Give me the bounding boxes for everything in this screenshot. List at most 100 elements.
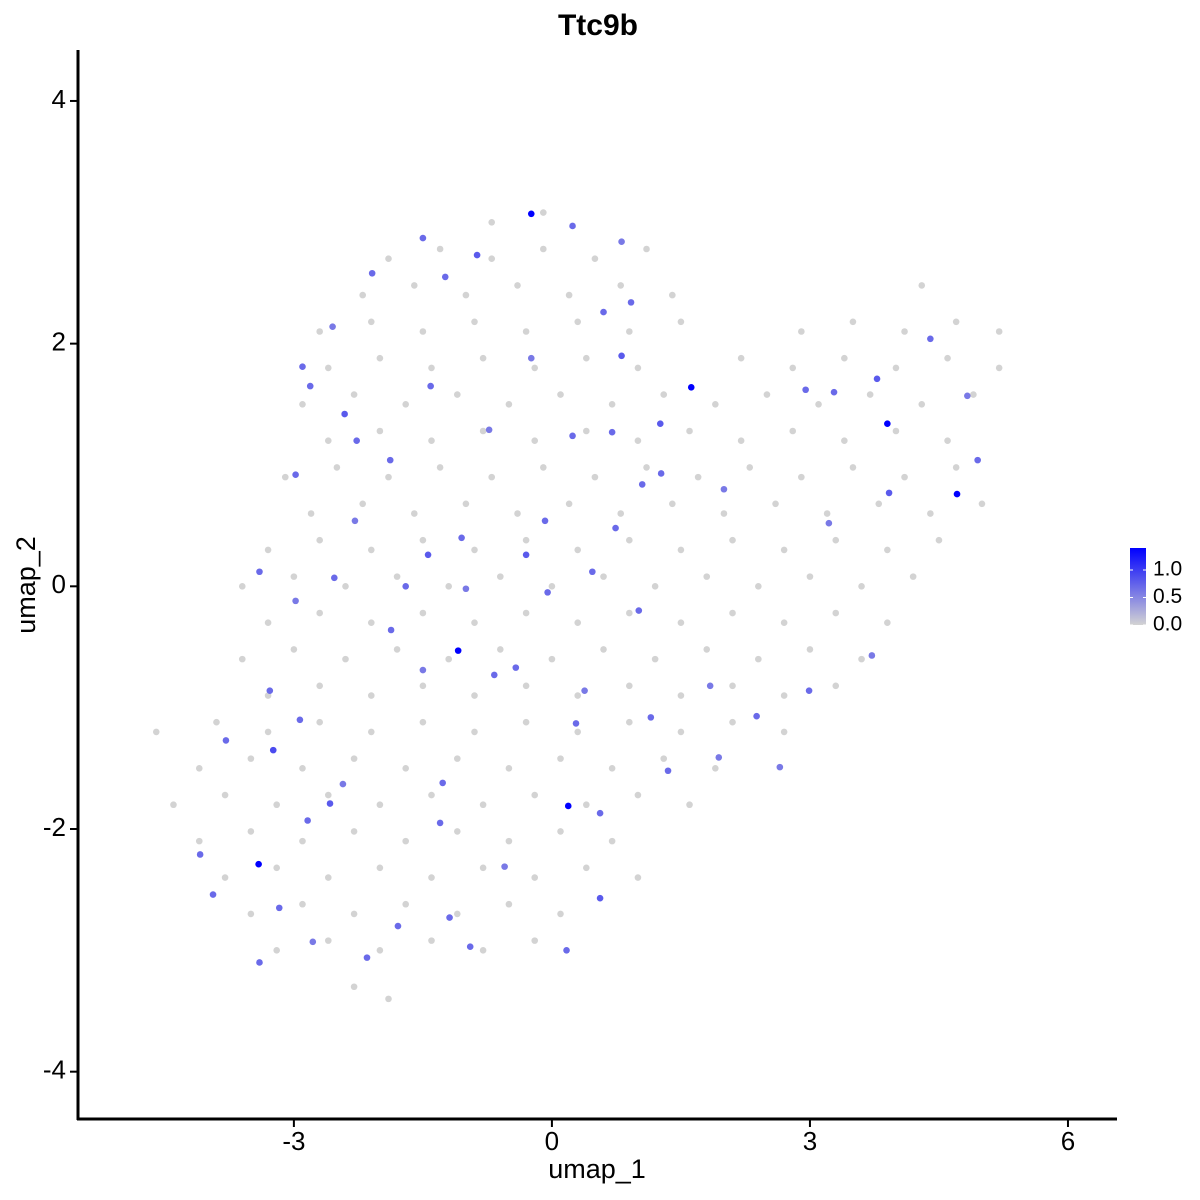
cell-point [952, 464, 960, 471]
cell-point [618, 352, 625, 360]
cell-point [195, 837, 203, 845]
cell-point [687, 384, 695, 391]
cell-point [531, 791, 539, 799]
cell-point [626, 536, 633, 544]
cell-point [394, 922, 402, 930]
cell-point [458, 534, 465, 542]
cell-point [385, 255, 392, 263]
cell-point [471, 318, 478, 326]
cell-point [885, 489, 893, 497]
cell-point [737, 354, 745, 362]
cell-point [488, 219, 496, 226]
cell-point [780, 546, 788, 554]
cell-point [608, 837, 616, 845]
cell-point [600, 573, 607, 580]
cell-point [275, 904, 283, 912]
cell-point [306, 382, 314, 390]
cell-point [247, 755, 255, 762]
cell-point [264, 728, 272, 736]
cell-point [290, 646, 298, 653]
cell-point [944, 437, 951, 445]
cell-point [454, 647, 462, 654]
cell-point [351, 517, 359, 525]
cell-point [316, 718, 323, 726]
cell-point [490, 671, 498, 679]
cell-point [884, 420, 891, 428]
cell-point [221, 791, 229, 799]
cell-point [350, 983, 358, 991]
cell-point [376, 864, 384, 872]
cell-point [264, 619, 272, 627]
cell-point [471, 619, 478, 627]
cell-point [712, 765, 719, 772]
cell-point [256, 568, 263, 576]
cell-point [410, 510, 418, 517]
cell-point [350, 755, 358, 762]
cell-point [402, 401, 409, 408]
cell-point [531, 437, 539, 445]
cell-point [255, 860, 262, 868]
points-layer [152, 209, 1003, 1003]
cell-point [755, 583, 762, 590]
cell-point [866, 391, 874, 398]
cell-point [832, 536, 840, 544]
cell-point [307, 510, 315, 517]
cell-point [729, 718, 736, 726]
cell-point [557, 391, 564, 398]
cell-point [221, 874, 229, 881]
cell-point [247, 828, 255, 835]
cell-point [479, 864, 487, 872]
cell-point [419, 328, 427, 335]
cell-point [342, 655, 349, 663]
cell-point [376, 947, 384, 954]
cell-point [367, 692, 375, 699]
cell-point [428, 937, 435, 944]
cell-point [858, 583, 865, 590]
cell-point [505, 401, 513, 408]
cell-point [677, 728, 685, 736]
cell-point [439, 779, 446, 787]
cell-point [290, 573, 298, 580]
cell-point [350, 910, 358, 918]
cell-point [660, 755, 668, 762]
cell-point [273, 801, 280, 809]
cell-point [316, 682, 323, 690]
cell-point [522, 718, 530, 726]
cell-point [677, 619, 685, 627]
cell-point [471, 728, 478, 736]
cell-point [574, 619, 582, 627]
cell-point [995, 364, 1003, 372]
y-axis-label: umap_2 [11, 536, 41, 634]
cell-point [309, 938, 317, 946]
x-tick-label: 6 [1061, 1126, 1075, 1156]
y-tick-label: 0 [52, 569, 66, 599]
cell-point [952, 318, 960, 326]
cell-point [572, 720, 580, 727]
y-tick-label: -4 [43, 1055, 66, 1085]
cell-point [299, 900, 306, 908]
cell-point [574, 728, 582, 736]
cell-point [656, 420, 664, 428]
cell-point [256, 959, 263, 966]
cell-point [269, 746, 277, 754]
cell-point [342, 583, 349, 590]
cell-point [367, 619, 375, 627]
cell-point [501, 863, 508, 870]
cell-point [527, 354, 535, 362]
cell-point [841, 354, 848, 362]
cell-point [402, 837, 409, 845]
cell-point [266, 687, 274, 694]
cell-point [884, 546, 891, 554]
cell-point [608, 428, 616, 436]
cell-point [806, 573, 814, 580]
cell-point [385, 473, 392, 481]
cell-point [557, 910, 564, 918]
cell-point [729, 536, 736, 544]
cell-point [441, 273, 449, 281]
cell-point [299, 401, 306, 408]
cell-point [488, 473, 496, 481]
cell-point [531, 874, 539, 881]
cell-point [953, 490, 961, 498]
cell-point [368, 269, 376, 277]
cell-point [196, 851, 204, 858]
